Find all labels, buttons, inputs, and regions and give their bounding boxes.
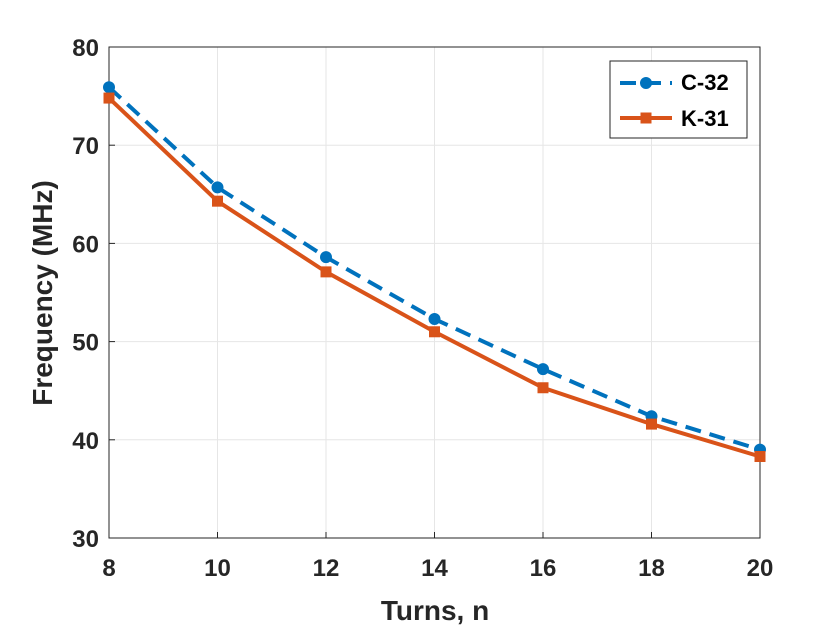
y-tick-label-50: 50: [72, 330, 99, 357]
data-point-k-31-14: [429, 326, 440, 338]
x-tick-label-14: 14: [421, 555, 448, 582]
x-tick-label-16: 16: [530, 555, 557, 582]
ticks-layer: 8 10 12 14 16 18 20 30 40 50 60 70 80: [72, 35, 773, 582]
legend-box: [609, 60, 748, 139]
x-tick-label-12: 12: [313, 555, 340, 582]
data-point-c-32-16: [537, 363, 549, 376]
data-point-c-32-14: [428, 313, 441, 326]
x-axis-title: Turns, n: [381, 595, 489, 626]
data-point-k-31-18: [646, 418, 657, 430]
y-tick-label-40: 40: [72, 428, 99, 455]
data-point-k-31-12: [320, 266, 332, 278]
data-point-k-31-10: [212, 195, 223, 207]
data-point-c-32-10: [211, 181, 224, 194]
legend-marker-c-32: [640, 77, 652, 89]
x-tick-label-20: 20: [747, 555, 774, 582]
y-axis-title: Frequency (MHz): [27, 180, 58, 406]
y-tick-label-60: 60: [72, 231, 99, 258]
x-tick-label-8: 8: [102, 555, 115, 582]
legend: C-32 K-31: [609, 60, 748, 139]
data-point-c-32-12: [320, 251, 332, 264]
legend-label-c-32: C-32: [681, 70, 729, 95]
data-point-k-31-20: [754, 450, 766, 462]
legend-marker-k-31: [640, 112, 652, 124]
series-layer: [103, 81, 766, 462]
y-tick-label-70: 70: [72, 133, 99, 160]
x-tick-label-18: 18: [638, 555, 665, 582]
y-tick-label-80: 80: [72, 35, 99, 62]
legend-label-k-31: K-31: [681, 106, 729, 131]
data-point-c-32-8: [103, 81, 115, 94]
data-point-k-31-8: [103, 92, 115, 104]
x-tick-label-10: 10: [204, 555, 231, 582]
series-k-31: [103, 92, 766, 462]
axes-layer: [108, 46, 761, 539]
y-tick-label-30: 30: [72, 526, 99, 553]
data-point-k-31-16: [537, 382, 549, 394]
